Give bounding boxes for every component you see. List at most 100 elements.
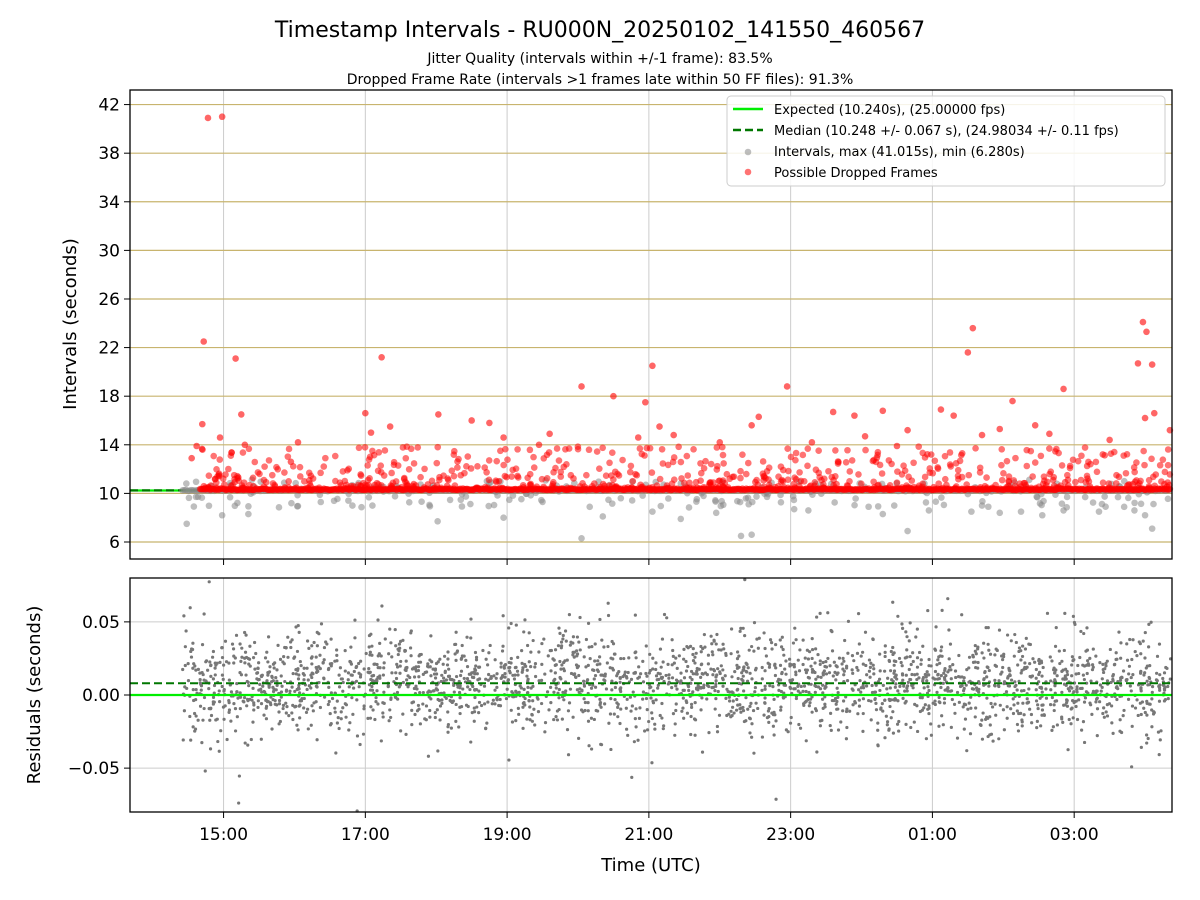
residual-point — [328, 723, 333, 727]
residual-point — [806, 698, 810, 702]
residual-point — [454, 674, 459, 679]
residual-point — [641, 659, 645, 663]
residual-point — [207, 687, 211, 691]
x-tick-label: 01:00 — [908, 825, 957, 845]
residual-point — [370, 684, 374, 689]
dropped-frame-point — [451, 482, 459, 489]
residual-point — [922, 686, 926, 690]
residual-point — [1077, 698, 1081, 702]
residual-point — [337, 673, 341, 677]
residual-point — [1037, 657, 1041, 662]
dropped-frame-point — [500, 434, 507, 441]
residual-point — [694, 651, 698, 655]
residual-point — [517, 712, 521, 716]
dropped-frame-point — [848, 457, 856, 464]
residual-point — [618, 688, 622, 692]
residual-point — [458, 686, 462, 690]
residual-point — [470, 671, 474, 675]
residual-point — [723, 674, 727, 678]
residual-point — [813, 683, 817, 688]
intervals-y-tick-label: 6 — [109, 533, 120, 553]
dropped-frame-point — [697, 477, 704, 484]
residual-point — [633, 716, 637, 721]
residual-point — [890, 678, 894, 682]
residual-point — [709, 667, 713, 671]
residual-point — [249, 737, 253, 742]
interval-point — [639, 492, 646, 499]
residual-point — [305, 687, 309, 692]
dropped-frame-point — [790, 480, 797, 488]
residual-point — [1072, 620, 1077, 625]
residual-point — [264, 698, 268, 702]
dropped-frame-point — [619, 456, 626, 464]
residual-point — [355, 698, 359, 702]
residual-point — [559, 667, 563, 671]
residual-point — [936, 658, 940, 662]
residual-point — [359, 659, 363, 663]
dropped-frame-point — [265, 457, 273, 464]
dropped-frame-point — [285, 445, 293, 453]
dropped-frame-point — [1164, 446, 1172, 453]
residual-point — [389, 641, 393, 645]
residual-point — [929, 733, 934, 737]
residual-point — [985, 675, 989, 679]
residual-point — [1076, 663, 1080, 668]
residual-point — [816, 652, 820, 657]
residual-point — [691, 672, 695, 676]
residual-point — [694, 686, 699, 690]
residual-point — [1075, 690, 1079, 694]
residual-point — [878, 669, 882, 673]
residual-point — [867, 658, 872, 662]
residual-point — [1157, 753, 1161, 757]
residual-point — [493, 688, 497, 692]
residual-point — [915, 672, 919, 676]
residual-point — [649, 685, 653, 689]
residual-point — [1089, 703, 1093, 707]
residual-point — [859, 686, 863, 690]
residual-point — [582, 655, 586, 659]
residual-point — [716, 667, 720, 671]
dropped-frame-point — [563, 461, 570, 468]
residual-point — [940, 714, 944, 718]
residual-point — [469, 617, 473, 621]
residual-point — [1022, 667, 1026, 671]
residuals-y-tick-label: 0.05 — [82, 613, 120, 633]
residual-point — [745, 679, 750, 683]
residual-point — [1117, 630, 1121, 634]
residual-point — [1162, 671, 1167, 675]
residual-point — [531, 684, 535, 688]
residual-point — [1085, 659, 1090, 663]
dropped-frame-point — [496, 484, 503, 492]
dropped-frame-point — [530, 464, 538, 471]
residual-point — [753, 690, 757, 694]
residual-point — [314, 665, 318, 670]
residual-point — [237, 801, 241, 805]
dropped-frame-point — [530, 453, 537, 461]
residual-point — [188, 714, 192, 719]
dropped-frame-point — [1055, 483, 1062, 491]
residual-point — [794, 696, 798, 701]
dropped-frame-point — [463, 463, 470, 470]
x-tick-label: 17:00 — [341, 825, 390, 845]
interval-point — [405, 498, 413, 506]
residual-point — [596, 659, 600, 663]
residual-point — [1151, 712, 1156, 716]
residual-point — [1120, 675, 1124, 680]
residual-point — [682, 716, 686, 720]
residual-point — [751, 708, 756, 713]
dropped-frame-point — [502, 445, 509, 453]
residual-point — [864, 684, 869, 688]
residual-point — [979, 723, 983, 727]
residual-point — [553, 648, 558, 652]
dropped-frame-point — [421, 465, 428, 473]
dropped-frame-point — [412, 482, 420, 489]
residual-point — [821, 706, 825, 710]
residual-point — [990, 705, 995, 709]
dropped-frame-point — [1133, 459, 1140, 466]
residual-point — [1111, 673, 1115, 677]
residual-point — [457, 725, 461, 729]
dropped-frame-point — [609, 481, 616, 489]
residual-point — [1027, 642, 1031, 646]
residual-point — [1158, 683, 1162, 687]
dropped-frame-point — [1134, 360, 1142, 367]
